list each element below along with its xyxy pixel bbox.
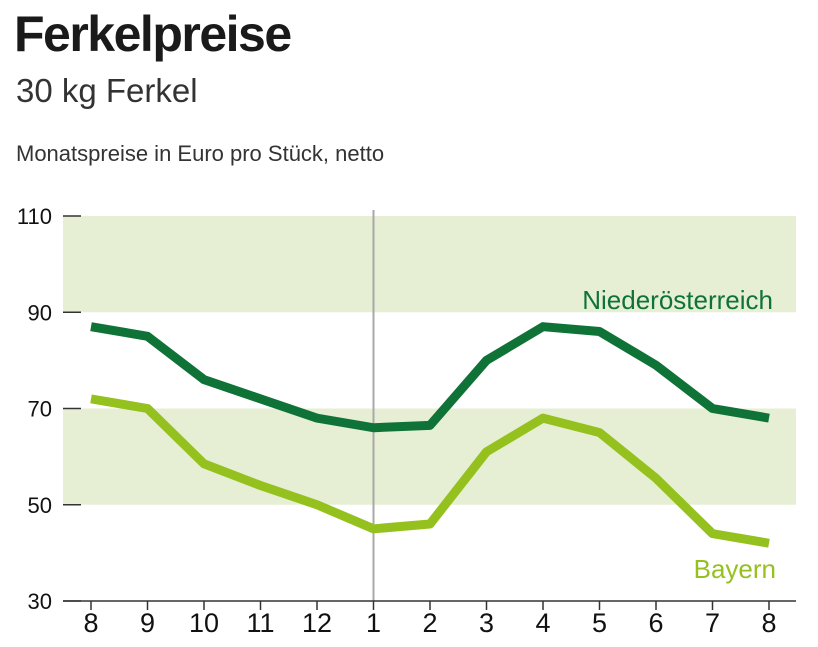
x-tick-label: 10 — [189, 608, 219, 638]
series-line-niederoesterreich — [90, 322, 770, 433]
series-line-bayern — [90, 394, 770, 548]
x-tick-label: 3 — [479, 608, 494, 638]
y-axis-ticks: 110 90 70 50 30 — [17, 204, 52, 614]
x-tick-label: 2 — [422, 608, 437, 638]
x-tick-label: 7 — [705, 608, 720, 638]
x-tick-label: 5 — [592, 608, 607, 638]
chart-description: Monatspreise in Euro pro Stück, netto — [16, 141, 385, 166]
x-tick-label: 4 — [535, 608, 550, 638]
x-tick-label: 6 — [648, 608, 663, 638]
series-label-bayern: Bayern — [694, 554, 776, 584]
background-band-0 — [63, 216, 796, 313]
series-lines — [90, 322, 770, 548]
y-tick-label: 90 — [28, 300, 52, 325]
y-tick-label: 110 — [17, 204, 52, 229]
x-tick-label: 11 — [246, 608, 274, 638]
x-tick-label: 1 — [366, 608, 381, 638]
x-tick-label: 9 — [140, 608, 155, 638]
chart-subtitle: 30 kg Ferkel — [16, 72, 198, 109]
y-tick-label: 70 — [28, 397, 52, 422]
x-tick-label: 8 — [761, 608, 776, 638]
x-tick-label: 12 — [302, 608, 332, 638]
y-tick-label: 50 — [28, 493, 52, 518]
chart-title: Ferkelpreise — [14, 6, 292, 62]
x-axis-ticks: 8 9 10 11 12 1 2 3 4 5 6 7 8 — [83, 601, 777, 638]
x-tick-label: 8 — [83, 608, 98, 638]
y-tick-label: 30 — [28, 589, 52, 614]
series-labels: Niederösterreich Bayern — [582, 285, 776, 584]
series-label-niederoesterreich: Niederösterreich — [582, 285, 773, 315]
